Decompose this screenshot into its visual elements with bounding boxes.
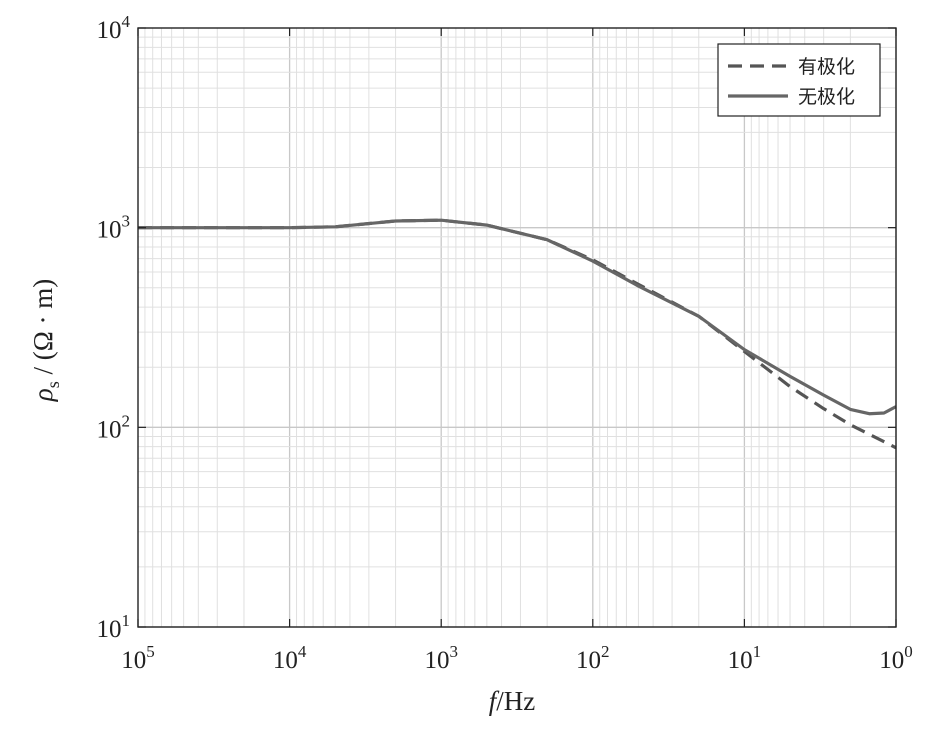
- legend-label: 无极化: [798, 86, 855, 108]
- y-tick-label: 102: [97, 411, 131, 443]
- x-tick-label: 103: [424, 642, 458, 674]
- y-tick-label: 101: [97, 611, 131, 643]
- x-tick-label: 101: [728, 642, 762, 674]
- y-tick-label: 104: [97, 12, 131, 44]
- grid: [138, 28, 897, 628]
- y-axis-label: ρs / (Ω · m): [28, 279, 63, 403]
- legend-label: 有极化: [798, 56, 855, 78]
- series-line-solid: [138, 218, 897, 416]
- series-group: [138, 218, 897, 450]
- legend-box: [717, 43, 881, 117]
- plot-frame: [137, 27, 897, 628]
- axis-labels: f/Hz ρs / (Ω · m): [28, 279, 535, 716]
- axis-ticks: 105 104 103 102 101 100 101 102 103 104: [97, 12, 913, 674]
- y-tick-label: 103: [97, 212, 131, 244]
- x-axis-label: f/Hz: [489, 686, 536, 716]
- x-tick-label: 104: [273, 642, 307, 674]
- x-tick-label: 100: [879, 642, 913, 674]
- x-tick-label: 102: [576, 642, 610, 674]
- x-tick-label: 105: [121, 642, 155, 674]
